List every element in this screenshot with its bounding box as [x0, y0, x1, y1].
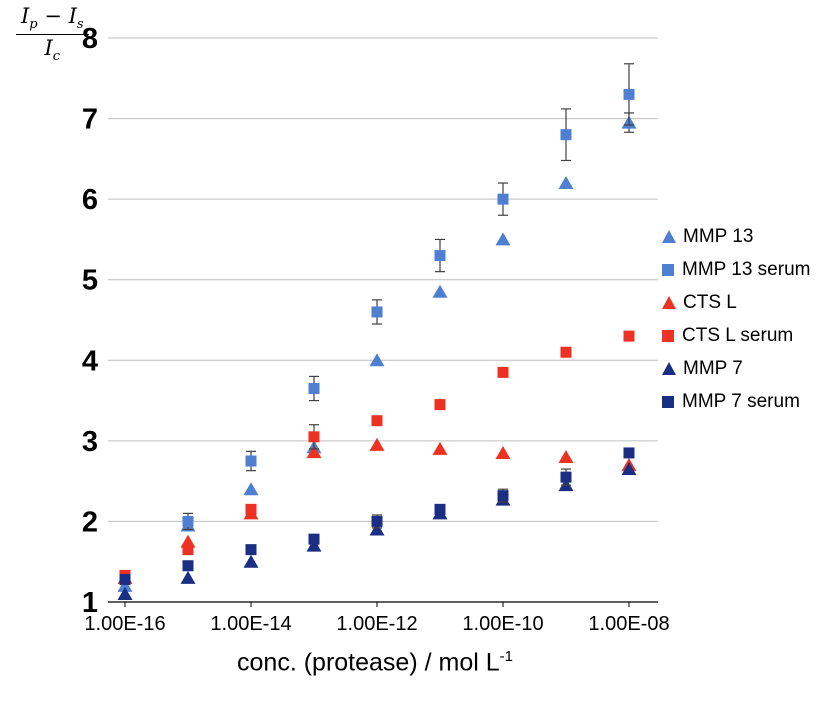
series-cts-l	[117, 437, 637, 584]
data-point-triangle	[621, 462, 637, 476]
data-point-square	[245, 544, 257, 556]
data-point-triangle	[117, 578, 133, 592]
x-tick-label: 1.00E-08	[588, 613, 669, 635]
data-point-square	[308, 431, 320, 443]
data-point-triangle	[117, 586, 133, 600]
data-point-square	[497, 490, 509, 502]
legend-label: CTS L	[683, 291, 737, 313]
series-cts-l-serum	[119, 330, 635, 581]
data-point-triangle	[369, 437, 385, 451]
data-point-square	[560, 129, 572, 141]
data-point-square	[434, 503, 446, 515]
data-point-triangle	[180, 570, 196, 584]
legend-item: CTS L	[662, 286, 810, 319]
series-mmp-7	[117, 462, 637, 600]
data-point-square	[182, 515, 194, 527]
data-point-triangle	[432, 284, 448, 298]
legend-label: MMP 7 serum	[682, 390, 800, 412]
x-tick-label: 1.00E-14	[210, 613, 291, 635]
data-point-triangle	[306, 445, 322, 459]
gridlines	[108, 37, 658, 522]
legend-item: CTS L serum	[662, 319, 810, 352]
legend-marker-triangle-icon	[662, 230, 676, 243]
y-axis-title: Ip − Is Ic	[16, 4, 89, 64]
data-point-triangle	[369, 522, 385, 536]
y-title-denominator: Ic	[44, 35, 60, 64]
series-mmp-7-serum	[119, 447, 635, 585]
y-tick-label: 3	[82, 426, 98, 458]
y-tick-label: 1	[82, 587, 98, 619]
data-point-square	[434, 250, 446, 262]
data-point-triangle	[432, 441, 448, 455]
data-point-square	[434, 399, 446, 411]
data-point-triangle	[243, 482, 259, 496]
data-point-square	[371, 515, 383, 527]
data-point-triangle	[243, 554, 259, 568]
legend-label: MMP 13	[683, 225, 754, 247]
y-tick-label: 5	[82, 265, 98, 297]
legend-label: MMP 7	[683, 357, 743, 379]
legend-marker-square-icon	[662, 263, 674, 276]
data-point-square	[371, 306, 383, 318]
series-mmp-13-serum	[119, 63, 635, 584]
data-point-square	[623, 88, 635, 100]
data-point-square	[371, 415, 383, 427]
y-tick-labels: 1 2 3 4 5 6 7 8	[82, 23, 98, 619]
legend-item: MMP 13	[662, 220, 810, 253]
legend-item: MMP 13 serum	[662, 253, 810, 286]
data-point-square	[245, 503, 257, 515]
data-point-square	[245, 455, 257, 467]
y-tick-label: 7	[82, 104, 98, 136]
x-tick-label: 1.00E-16	[84, 613, 165, 635]
data-point-square	[623, 447, 635, 459]
data-point-square	[308, 382, 320, 394]
y-title-token: Ic	[44, 36, 61, 65]
legend-item: MMP 7 serum	[662, 385, 810, 418]
data-point-square	[560, 346, 572, 358]
data-point-triangle	[495, 445, 511, 459]
plot-area: 1 2 3 4 5 6 7 8 1.00E-16 1.00E-14 1.00E-12 1.00E-10…	[82, 23, 670, 635]
y-tick-label: 6	[82, 184, 98, 216]
legend-marker-triangle-icon	[662, 296, 676, 309]
x-axis-title: conc. (protease) / mol L-1	[0, 648, 750, 677]
legend-marker-square-icon	[662, 329, 674, 342]
y-title-token: Is	[68, 4, 84, 33]
x-tick-label: 1.00E-10	[462, 613, 543, 635]
legend-label: CTS L serum	[682, 324, 794, 346]
legend-item: MMP 7	[662, 352, 810, 385]
data-point-square	[119, 573, 131, 585]
x-tick-label: 1.00E-12	[336, 613, 417, 635]
y-tick-label: 2	[82, 506, 98, 538]
x-tick-labels: 1.00E-16 1.00E-14 1.00E-12 1.00E-10 1.00E-08	[84, 602, 670, 635]
data-point-square	[308, 533, 320, 545]
y-tick-label: 4	[82, 345, 98, 377]
y-axis-fraction: Ip − Is Ic	[16, 4, 89, 64]
data-point-triangle	[306, 538, 322, 552]
x-axis-title-superscript: -1	[499, 648, 513, 665]
data-point-triangle	[558, 449, 574, 463]
data-point-square	[182, 560, 194, 572]
legend: MMP 13 MMP 13 serum CTS L CTS L serum MMP 7 M…	[662, 220, 810, 418]
legend-marker-triangle-icon	[662, 362, 676, 375]
y-title-token: −	[37, 4, 69, 28]
data-point-square	[623, 330, 635, 342]
data-point-square	[497, 193, 509, 205]
data-point-triangle	[558, 176, 574, 190]
data-point-square	[182, 544, 194, 556]
data-point-square	[497, 366, 509, 378]
data-point-triangle	[495, 232, 511, 246]
data-point-square	[560, 471, 572, 483]
y-tick-label: 8	[82, 23, 98, 55]
x-axis-title-text: conc. (protease) / mol L	[237, 648, 500, 677]
data-point-triangle	[369, 353, 385, 367]
legend-label: MMP 13 serum	[682, 258, 811, 280]
y-title-token: Ip	[21, 4, 38, 33]
y-title-numerator: Ip − Is	[16, 4, 89, 36]
legend-marker-square-icon	[662, 395, 674, 408]
